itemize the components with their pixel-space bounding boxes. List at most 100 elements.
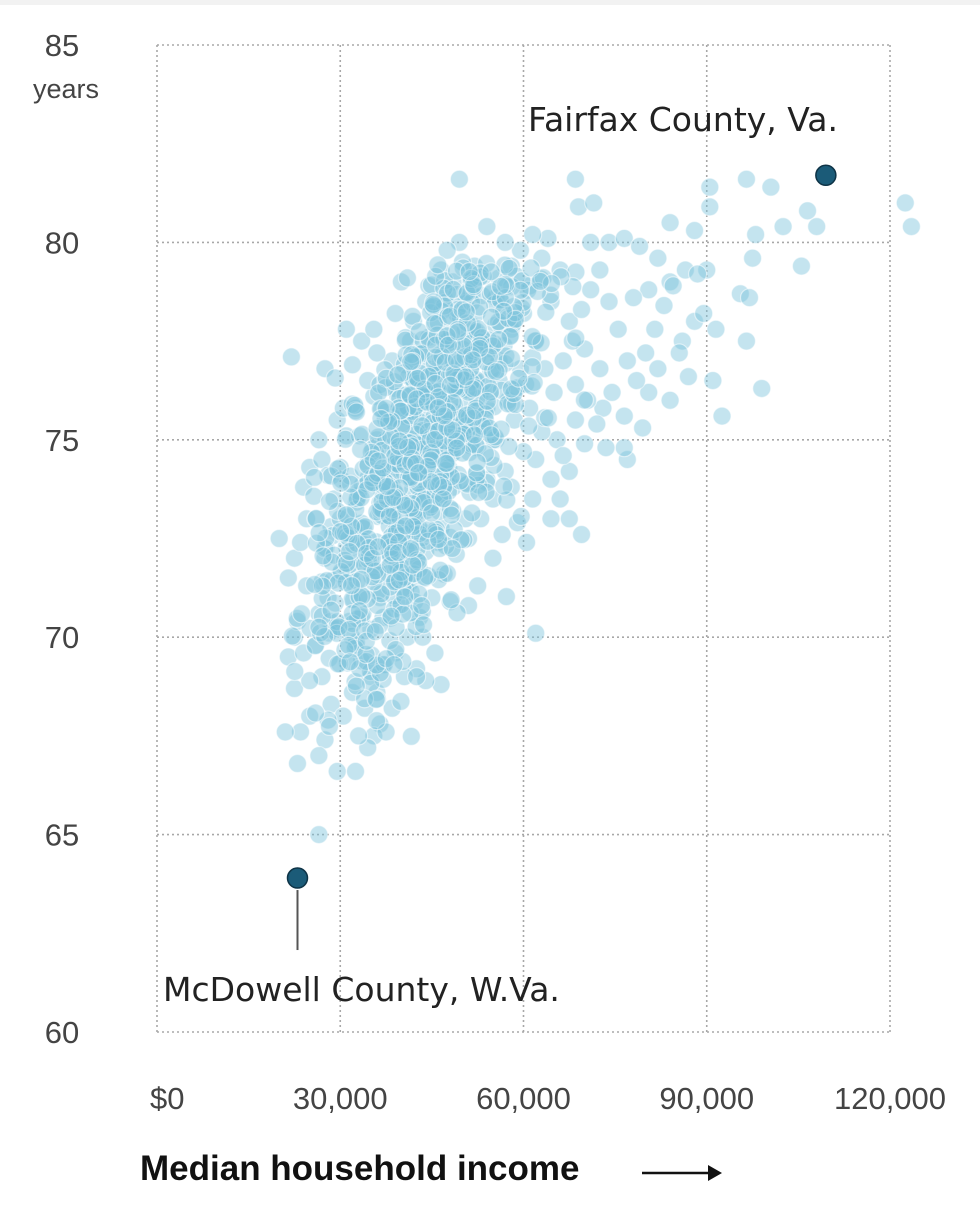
data-point — [350, 727, 368, 745]
data-point — [339, 636, 357, 654]
data-point — [449, 323, 467, 341]
data-point — [737, 332, 755, 350]
data-point — [487, 363, 505, 381]
data-point — [347, 677, 365, 695]
data-point — [482, 308, 500, 326]
data-point — [774, 218, 792, 236]
data-point — [704, 372, 722, 390]
data-point — [631, 237, 649, 255]
data-point — [567, 329, 585, 347]
data-point — [279, 569, 297, 587]
y-axis: 606570758085 — [45, 28, 79, 1050]
data-point — [408, 668, 426, 686]
data-point — [341, 653, 359, 671]
x-tick-label: $0 — [150, 1081, 184, 1116]
data-point — [646, 320, 664, 338]
data-point — [380, 507, 398, 525]
data-point — [762, 178, 780, 196]
data-point — [437, 454, 455, 472]
data-point — [523, 328, 541, 346]
data-point — [576, 435, 594, 453]
data-point — [410, 464, 428, 482]
data-point — [518, 533, 536, 551]
data-point — [524, 226, 542, 244]
data-point — [753, 379, 771, 397]
data-point — [328, 762, 346, 780]
data-point — [368, 712, 386, 730]
data-point — [496, 233, 514, 251]
x-tick-label: 30,000 — [293, 1081, 388, 1116]
data-point — [484, 549, 502, 567]
data-point — [603, 383, 621, 401]
data-point — [305, 468, 323, 486]
data-point — [367, 690, 385, 708]
data-point — [713, 407, 731, 425]
data-point — [482, 263, 500, 281]
data-point — [551, 490, 569, 508]
data-point — [566, 170, 584, 188]
data-point — [478, 392, 496, 410]
annotation-mcdowell-label: McDowell County, W.Va. — [163, 970, 560, 1009]
data-point — [365, 320, 383, 338]
data-point — [343, 356, 361, 374]
data-point — [347, 762, 365, 780]
data-point — [542, 470, 560, 488]
data-point — [495, 477, 513, 495]
data-point — [426, 644, 444, 662]
data-point — [332, 474, 350, 492]
x-axis-arrow — [642, 1165, 722, 1181]
data-point — [310, 747, 328, 765]
highlighted-point-1 — [287, 868, 307, 888]
data-point — [442, 591, 460, 609]
data-point — [390, 432, 408, 450]
data-point — [382, 607, 400, 625]
data-point — [463, 504, 481, 522]
data-point — [792, 257, 810, 275]
data-points — [270, 170, 920, 843]
data-point — [310, 431, 328, 449]
x-axis-title: Median household income — [140, 1149, 579, 1188]
y-tick-label: 75 — [45, 423, 79, 458]
y-tick-label: 85 — [45, 28, 79, 63]
data-point — [457, 368, 475, 386]
data-point — [520, 417, 538, 435]
data-point — [366, 623, 384, 641]
data-point — [310, 618, 328, 636]
data-point — [554, 447, 572, 465]
data-point — [398, 269, 416, 287]
data-point — [582, 233, 600, 251]
data-point — [402, 540, 420, 558]
data-point — [448, 439, 466, 457]
x-tick-label: 60,000 — [476, 1081, 571, 1116]
data-point — [490, 330, 508, 348]
data-point — [500, 259, 518, 277]
data-point — [655, 297, 673, 315]
data-point — [292, 533, 310, 551]
data-point — [560, 510, 578, 528]
data-point — [478, 218, 496, 236]
data-point — [341, 543, 359, 561]
data-point — [310, 826, 328, 844]
data-point — [468, 453, 486, 471]
data-point — [321, 492, 339, 510]
data-point — [637, 344, 655, 362]
data-point — [286, 662, 304, 680]
data-point — [588, 415, 606, 433]
data-point — [306, 575, 324, 593]
data-point — [679, 368, 697, 386]
data-point — [320, 717, 338, 735]
data-point — [661, 214, 679, 232]
data-point — [902, 218, 920, 236]
data-point — [385, 656, 403, 674]
data-point — [402, 727, 420, 745]
highlighted-point-0 — [816, 165, 836, 185]
data-point — [575, 391, 593, 409]
data-point — [314, 547, 332, 565]
data-point — [539, 409, 557, 427]
data-point — [537, 303, 555, 321]
data-point — [896, 194, 914, 212]
data-point — [337, 506, 355, 524]
x-tick-label: 90,000 — [659, 1081, 754, 1116]
data-point — [686, 222, 704, 240]
data-point — [413, 417, 431, 435]
